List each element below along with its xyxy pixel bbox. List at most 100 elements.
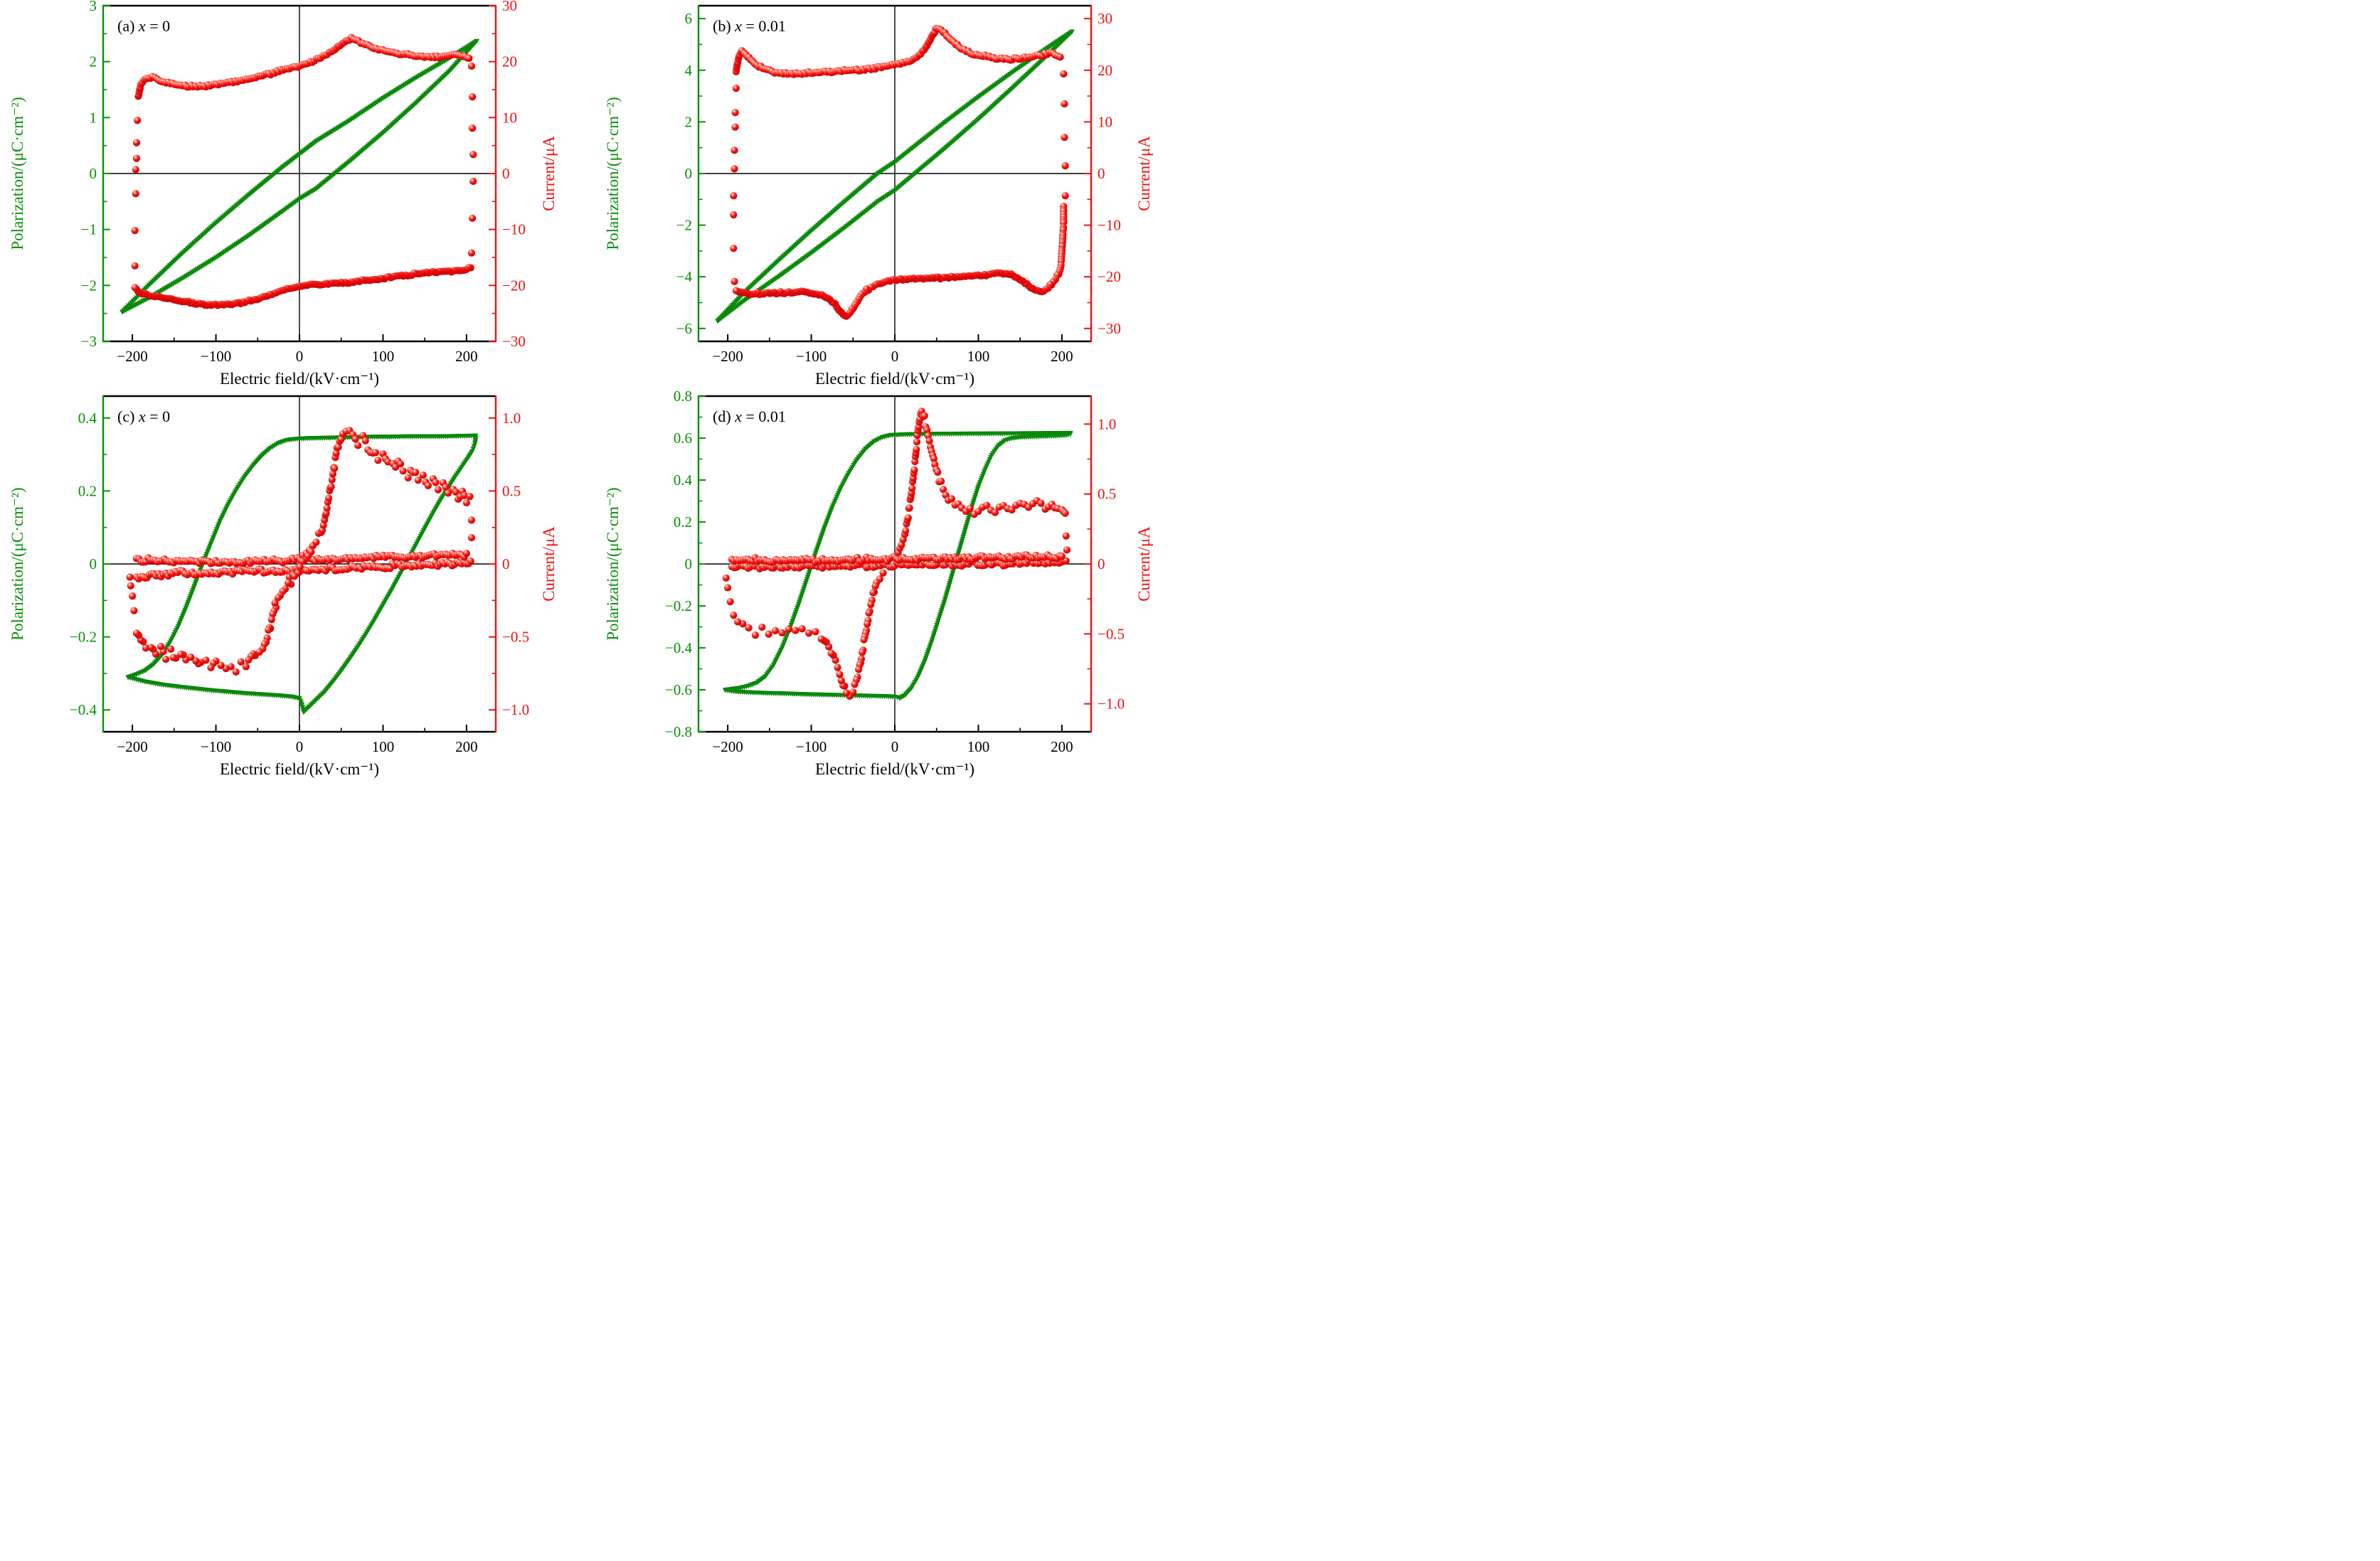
y-left-tick-label: 0.4: [674, 472, 693, 489]
y-left-tick-label: −0.6: [665, 681, 692, 698]
x-tick-label: 200: [455, 348, 478, 365]
panel-d: −200 −100 0 100 200 −0.8 −0.6 −0.4 −0.2 0 0.2 0.4 0.…: [595, 390, 1190, 781]
y-left-tick-label: 0: [685, 165, 693, 182]
x-tick-label: −100: [201, 348, 231, 365]
panel-label: (c) x = 0: [117, 407, 170, 425]
y-right-axis-title: Current/μA: [540, 526, 558, 602]
x-tick-label: 100: [967, 348, 990, 365]
y-left-axis-title: Polarization/(μC·cm⁻²): [604, 487, 622, 640]
y-left-tick-label: −0.4: [665, 639, 693, 656]
x-tick-label: 200: [1051, 348, 1073, 365]
current-series: [126, 427, 476, 676]
x-axis-title: Electric field/(kV·cm⁻¹): [220, 760, 379, 778]
x-tick-label: 0: [296, 738, 304, 755]
x-axis-title: Electric field/(kV·cm⁻¹): [815, 760, 974, 778]
y-left-tick-label: −4: [676, 268, 693, 285]
x-tick-label: −100: [201, 738, 231, 755]
x-tick-label: 200: [455, 738, 478, 755]
y-right-tick-label: −20: [1098, 268, 1121, 285]
y-right-axis-title: Current/μA: [1135, 526, 1153, 602]
y-right-tick-label: 10: [1098, 113, 1112, 130]
y-left-axis-title: Polarization/(μC·cm⁻²): [9, 97, 26, 250]
y-left-tick-label: −2: [676, 217, 692, 234]
y-right-tick-label: 30: [502, 0, 517, 14]
current-series: [730, 24, 1069, 320]
x-tick-label: 0: [891, 348, 899, 365]
x-tick-label: −100: [796, 348, 827, 365]
y-left-tick-label: 2: [685, 113, 693, 130]
y-left-tick-label: 6: [685, 10, 693, 27]
y-right-tick-label: −20: [502, 277, 526, 294]
y-left-tick-label: 0: [90, 165, 97, 182]
current-series: [131, 33, 477, 309]
x-axis-title: Electric field/(kV·cm⁻¹): [815, 370, 974, 388]
chart-canvas-c: −200 −100 0 100 200 −0.4 −0.2 0 0.2 0.4 −1.0 −0.5 0 0…: [9, 395, 558, 778]
y-right-axis-title: Current/μA: [1135, 136, 1153, 211]
y-left-tick-label: 1: [90, 109, 97, 126]
x-tick-label: −200: [117, 348, 147, 365]
y-left-tick-label: −2: [81, 277, 97, 294]
y-left-tick-label: −1: [81, 221, 97, 238]
y-left-tick-label: 0.6: [674, 430, 692, 447]
figure-pe-hysteresis: −200 −100 0 100 200 −3 −2 −1 0 1 2 3 −30 −20 −10 0 10 20 3…: [0, 0, 1190, 781]
x-tick-label: 100: [372, 738, 395, 755]
y-right-tick-label: 0.5: [502, 482, 521, 499]
current-series: [722, 407, 1071, 700]
y-right-axis-title: Current/μA: [540, 136, 558, 211]
y-right-tick-label: 20: [1098, 62, 1112, 79]
panel-label: (b) x = 0.01: [713, 17, 786, 35]
chart-canvas-d: −200 −100 0 100 200 −0.8 −0.6 −0.4 −0.2 0 0.2 0.4 0.…: [604, 390, 1153, 778]
y-left-axis-title: Polarization/(μC·cm⁻²): [604, 97, 622, 250]
x-tick-label: 0: [891, 738, 899, 755]
y-left-tick-label: 2: [90, 53, 97, 70]
y-right-tick-label: 0: [502, 165, 510, 182]
x-tick-label: 100: [372, 348, 395, 365]
x-tick-label: −200: [117, 738, 147, 755]
y-left-tick-label: 3: [90, 0, 97, 14]
y-left-tick-label: 0: [685, 555, 693, 572]
y-left-tick-label: −0.4: [70, 701, 97, 718]
y-right-tick-label: 1.0: [502, 410, 521, 427]
y-right-tick-label: −30: [1098, 320, 1121, 337]
panel-label: (a) x = 0: [117, 17, 170, 35]
x-tick-label: −200: [712, 348, 743, 365]
y-left-tick-label: −0.2: [665, 597, 692, 614]
axis-ticks: [103, 5, 496, 342]
y-left-tick-label: −6: [676, 320, 692, 337]
y-left-tick-label: −0.8: [665, 723, 692, 740]
y-right-tick-label: 0: [1098, 555, 1105, 572]
y-right-tick-label: 0: [502, 555, 510, 572]
y-left-tick-label: 0.8: [674, 390, 692, 405]
x-tick-label: 0: [296, 348, 304, 365]
y-left-tick-label: 4: [685, 62, 693, 79]
y-right-tick-label: 10: [502, 109, 517, 126]
axis-ticks: [103, 417, 496, 732]
axis-ticks: [698, 395, 1091, 732]
y-left-axis-title: Polarization/(μC·cm⁻²): [9, 487, 26, 640]
y-right-tick-label: −30: [502, 333, 526, 350]
y-right-tick-label: −0.5: [1098, 625, 1125, 642]
x-tick-label: −200: [712, 738, 743, 755]
y-right-tick-label: 1.0: [1098, 415, 1116, 432]
y-left-tick-label: 0.2: [78, 482, 97, 499]
panel-c: −200 −100 0 100 200 −0.4 −0.2 0 0.2 0.4 −1.0 −0.5 0 0…: [0, 390, 595, 781]
y-right-tick-label: −1.0: [1098, 696, 1125, 713]
axis-ticks: [698, 18, 1091, 341]
panel-a: −200 −100 0 100 200 −3 −2 −1 0 1 2 3 −30 −20 −10 0 10 20 3…: [0, 0, 595, 390]
x-axis-title: Electric field/(kV·cm⁻¹): [220, 370, 379, 388]
chart-canvas-a: −200 −100 0 100 200−3−2−10123−30−20−10010203…: [9, 0, 558, 388]
chart-canvas-b: −200 −100 0 100 200−6−4−20246−30−20−10010203…: [604, 4, 1153, 388]
y-left-tick-label: 0.4: [78, 410, 97, 427]
y-right-tick-label: −1.0: [502, 701, 529, 718]
y-right-tick-label: 0: [1098, 165, 1105, 182]
x-tick-label: −100: [796, 738, 827, 755]
y-right-tick-label: 0.5: [1098, 486, 1116, 503]
polarization-series: [119, 38, 479, 315]
y-left-tick-label: −0.2: [70, 629, 97, 646]
x-tick-label: 200: [1051, 738, 1073, 755]
y-left-tick-label: 0.2: [674, 513, 692, 531]
panel-b: −200 −100 0 100 200 −6 −4 −2 0 2 4 6 −30 −20 −10 0 10 20 3…: [595, 0, 1190, 390]
y-right-tick-label: −10: [502, 221, 526, 238]
x-tick-label: 100: [967, 738, 990, 755]
y-right-tick-label: −10: [1098, 217, 1121, 234]
